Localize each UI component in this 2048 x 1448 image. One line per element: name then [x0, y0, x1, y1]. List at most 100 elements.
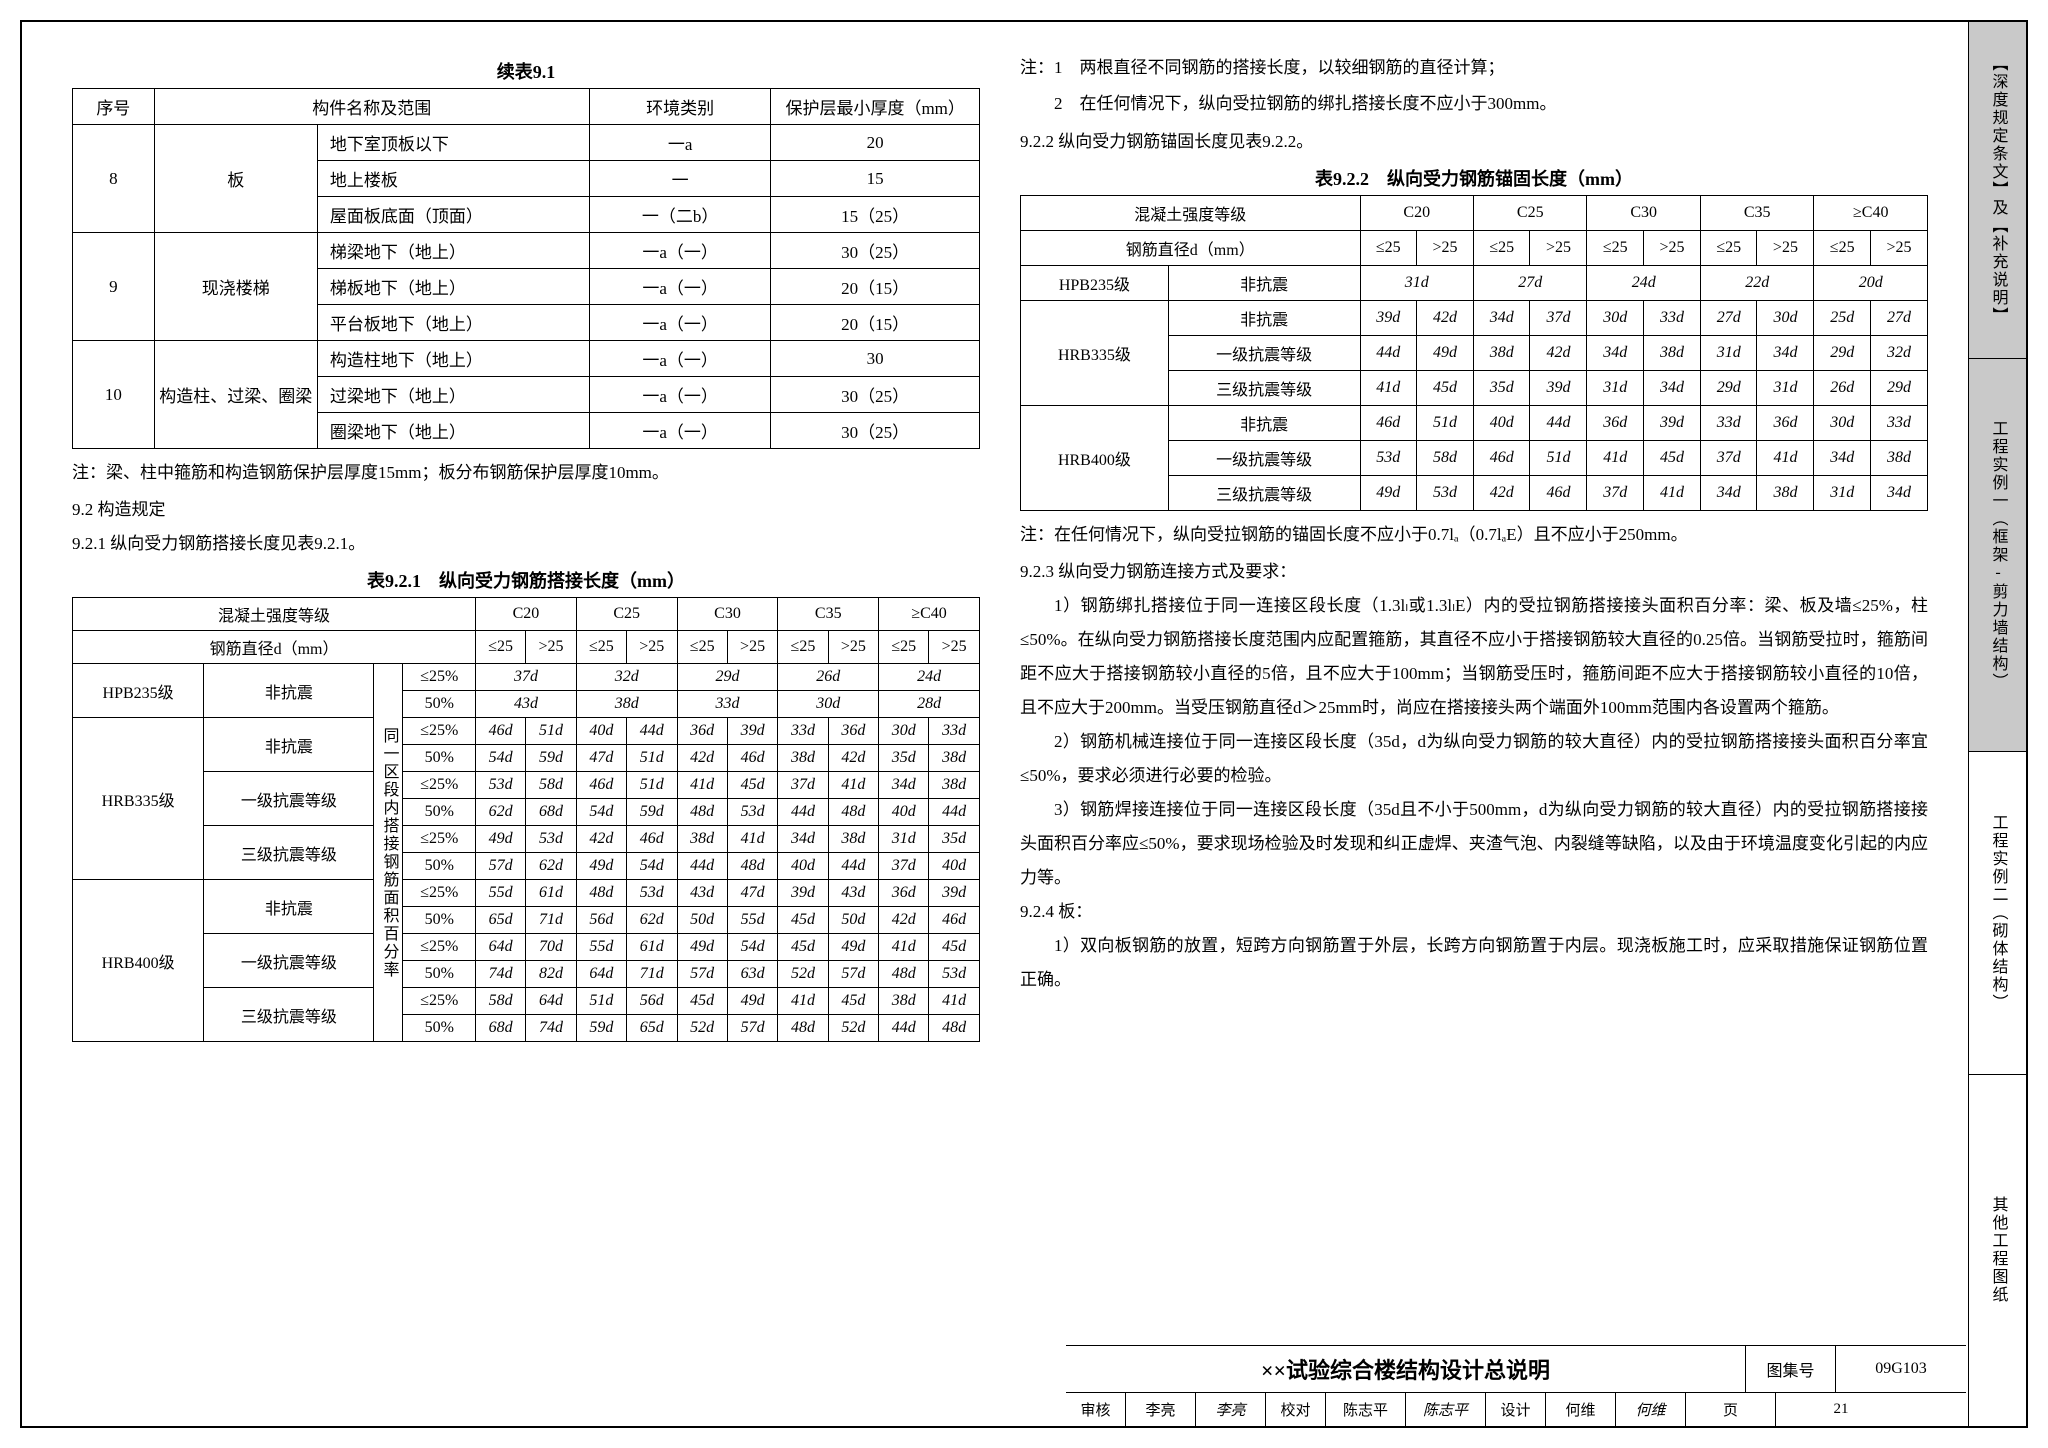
- cell: 48d: [828, 799, 879, 826]
- cell: 31d: [1700, 335, 1757, 370]
- cell: 56d: [576, 907, 626, 934]
- cell: 40d: [1473, 405, 1530, 440]
- cell: 34d: [1700, 475, 1757, 510]
- cell: 70d: [526, 934, 577, 961]
- cell: 45d: [1417, 370, 1474, 405]
- cell: 45d: [778, 934, 828, 961]
- cell: 20（15）: [771, 305, 980, 341]
- cell: 混凝土强度等级: [73, 598, 476, 631]
- cell: 38d: [1757, 475, 1814, 510]
- cell: 54d: [727, 934, 778, 961]
- tb-lbl-review: 审核: [1066, 1393, 1126, 1426]
- cell: 36d: [828, 718, 879, 745]
- cell: 26d: [1814, 370, 1871, 405]
- cell: 33d: [677, 691, 778, 718]
- cell: 33d: [778, 718, 828, 745]
- para-924-1: 1）双向板钢筋的放置，短跨方向钢筋置于外层，长跨方向钢筋置于内层。现浇板施工时，…: [1020, 929, 1928, 997]
- table-91: 序号 构件名称及范围 环境类别 保护层最小厚度（mm） 8 板 地下室顶板以下 …: [72, 88, 980, 449]
- cell: ≤25: [879, 631, 929, 664]
- cell: 71d: [627, 961, 678, 988]
- t91-h-env: 环境类别: [589, 89, 770, 125]
- cell: 74d: [476, 961, 526, 988]
- sec-923: 9.2.3 纵向受力钢筋连接方式及要求：: [1020, 555, 1928, 589]
- cell: 50%: [403, 961, 476, 988]
- cell: 49d: [1417, 335, 1474, 370]
- cell: C30: [677, 598, 778, 631]
- cell: 57d: [476, 853, 526, 880]
- cell: ≤25%: [403, 988, 476, 1015]
- cell: 68d: [526, 799, 577, 826]
- cell: 64d: [526, 988, 577, 1015]
- cell: 41d: [828, 772, 879, 799]
- cell: 45d: [727, 772, 778, 799]
- cell: 49d: [576, 853, 626, 880]
- cell: 圈梁地下（地上）: [317, 413, 589, 449]
- cell: 41d: [1643, 475, 1700, 510]
- cell: 38d: [1643, 335, 1700, 370]
- tb-sig-review: 李亮: [1196, 1393, 1266, 1426]
- tb-lbl-design: 设计: [1486, 1393, 1546, 1426]
- cell: 51d: [627, 772, 678, 799]
- cell: 37d: [778, 772, 828, 799]
- cell: ≤25: [1587, 230, 1644, 265]
- cell: 41d: [1757, 440, 1814, 475]
- cell: 39d: [727, 718, 778, 745]
- cell: C20: [1360, 195, 1473, 230]
- tb-val-review: 李亮: [1126, 1393, 1196, 1426]
- cell: ≤25: [576, 631, 626, 664]
- cell: 48d: [576, 880, 626, 907]
- cell: 一a（一）: [589, 233, 770, 269]
- cell: 38d: [1473, 335, 1530, 370]
- tb-val-check: 陈志平: [1326, 1393, 1406, 1426]
- table-922-caption: 表9.2.2 纵向受力钢筋锚固长度（mm）: [1020, 165, 1928, 191]
- cell: 34d: [1587, 335, 1644, 370]
- cell: 一a（一）: [589, 413, 770, 449]
- cell: 49d: [476, 826, 526, 853]
- cell: 41d: [929, 988, 980, 1015]
- cell: 31d: [1814, 475, 1871, 510]
- cell: 46d: [929, 907, 980, 934]
- cell: 48d: [778, 1015, 828, 1042]
- cell: 34d: [1757, 335, 1814, 370]
- cell: 59d: [526, 745, 577, 772]
- cell: 46d: [727, 745, 778, 772]
- cell: 地下室顶板以下: [317, 125, 589, 161]
- cell: 一a（一）: [589, 341, 770, 377]
- cell: 44d: [627, 718, 678, 745]
- cell: 45d: [778, 907, 828, 934]
- cell: 59d: [576, 1015, 626, 1042]
- cell: 29d: [1814, 335, 1871, 370]
- cell: 61d: [627, 934, 678, 961]
- cell: 54d: [627, 853, 678, 880]
- cell: 46d: [1530, 475, 1587, 510]
- cell: 53d: [476, 772, 526, 799]
- cell: 55d: [476, 880, 526, 907]
- cell: HRB400级: [73, 880, 204, 1042]
- cell: C25: [1473, 195, 1586, 230]
- cell: ≤25%: [403, 826, 476, 853]
- cell: 35d: [879, 745, 929, 772]
- cell: 平台板地下（地上）: [317, 305, 589, 341]
- cell: 一a（一）: [589, 377, 770, 413]
- cell: 一级抗震等级: [204, 934, 374, 988]
- cell: 44d: [879, 1015, 929, 1042]
- cell: 38d: [929, 745, 980, 772]
- sidebar-tab-1: 【深度规定条文】及【补充说明】: [1969, 22, 2026, 359]
- tb-sig-check: 陈志平: [1406, 1393, 1486, 1426]
- cell: 42d: [1417, 300, 1474, 335]
- cell: 61d: [526, 880, 577, 907]
- vert-label: 同一区段内搭接钢筋面积百分率: [376, 727, 400, 979]
- cell: 37d: [476, 664, 577, 691]
- cell: 梯梁地下（地上）: [317, 233, 589, 269]
- cell: 51d: [526, 718, 577, 745]
- cell: 43d: [677, 880, 727, 907]
- cell: 地上楼板: [317, 161, 589, 197]
- cell: C30: [1587, 195, 1700, 230]
- t91-h-name: 构件名称及范围: [154, 89, 589, 125]
- cell: 29d: [1870, 370, 1927, 405]
- cell: 52d: [778, 961, 828, 988]
- cell: ≤25: [1360, 230, 1417, 265]
- cell: 44d: [778, 799, 828, 826]
- cell: 34d: [1870, 475, 1927, 510]
- cell: >25: [929, 631, 980, 664]
